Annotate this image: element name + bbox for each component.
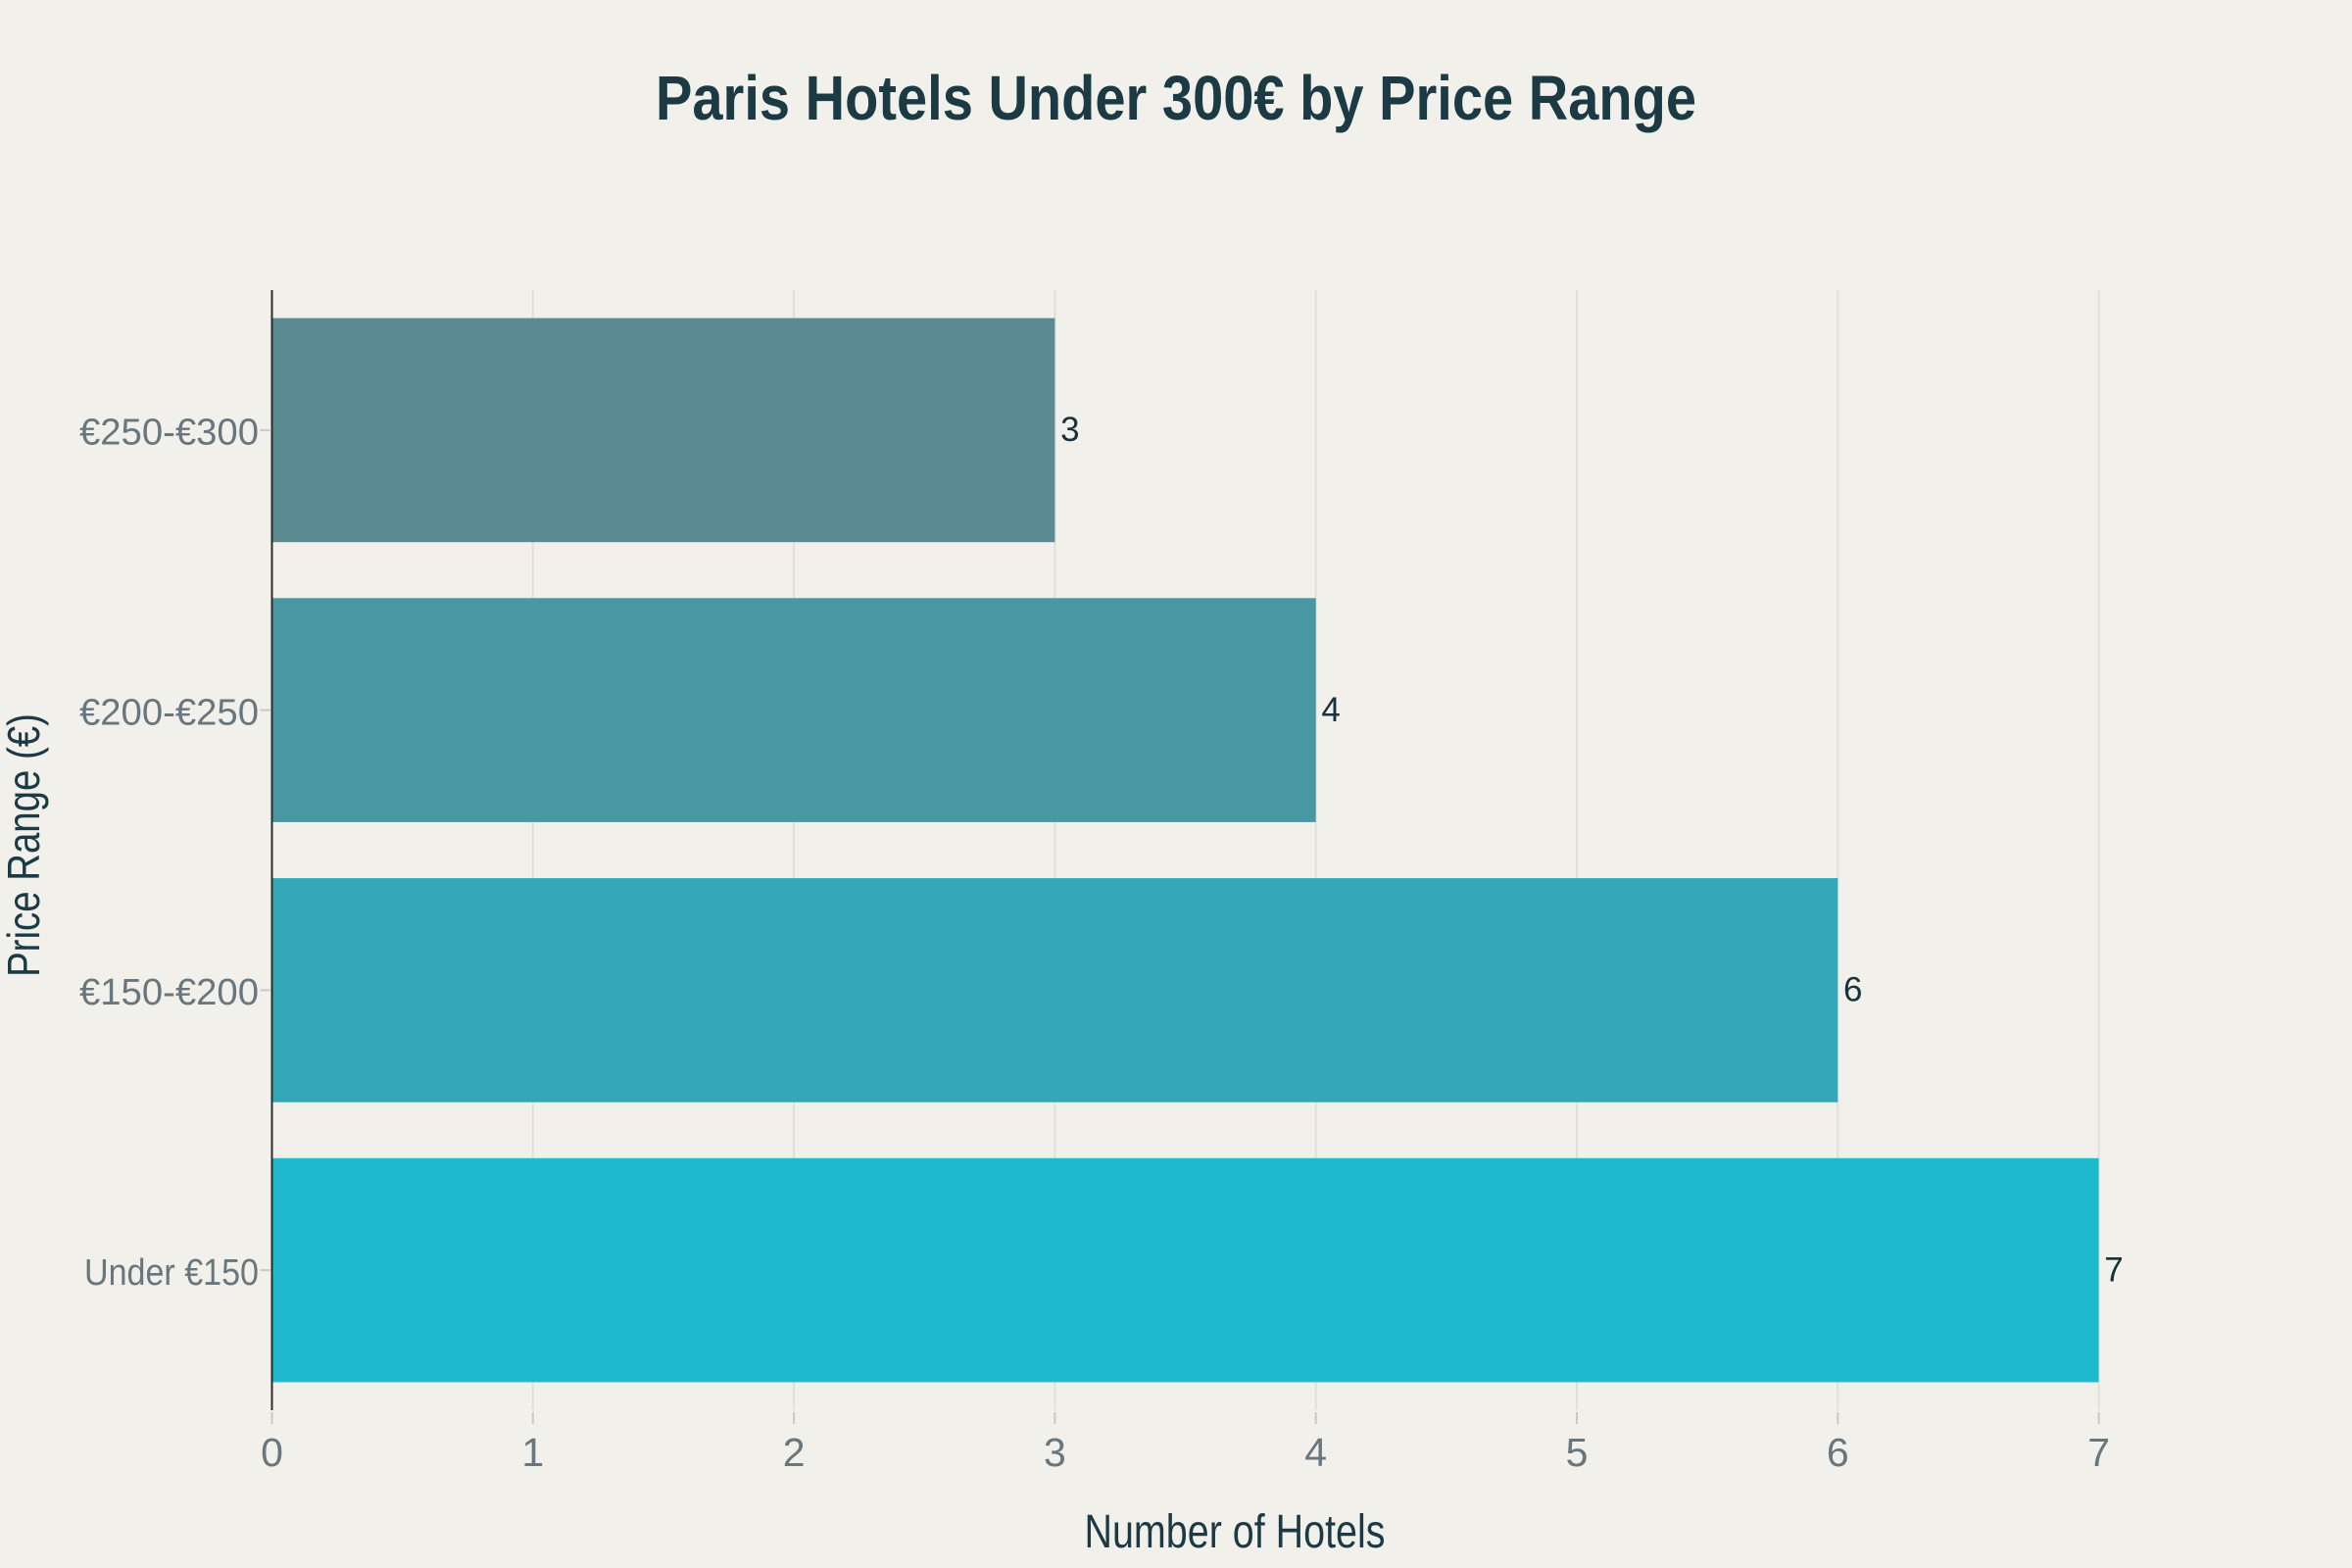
svg-text:Price Range (€): Price Range (€) bbox=[0, 713, 49, 977]
svg-text:Under €150: Under €150 bbox=[84, 1252, 259, 1294]
svg-text:1: 1 bbox=[521, 1430, 544, 1475]
svg-text:Number of Hotels: Number of Hotels bbox=[1085, 1506, 1386, 1558]
svg-text:4: 4 bbox=[1304, 1430, 1327, 1475]
svg-text:6: 6 bbox=[1843, 971, 1862, 1009]
svg-text:2: 2 bbox=[783, 1430, 806, 1475]
svg-text:6: 6 bbox=[1827, 1430, 1849, 1475]
svg-text:5: 5 bbox=[1566, 1430, 1589, 1475]
svg-text:3: 3 bbox=[1060, 411, 1079, 449]
svg-text:€150-€200: €150-€200 bbox=[79, 972, 259, 1013]
svg-text:7: 7 bbox=[2104, 1250, 2123, 1289]
svg-text:€200-€250: €200-€250 bbox=[79, 692, 259, 733]
svg-text:€250-€300: €250-€300 bbox=[79, 413, 259, 454]
svg-text:0: 0 bbox=[261, 1430, 283, 1475]
svg-text:3: 3 bbox=[1044, 1430, 1066, 1475]
svg-text:7: 7 bbox=[2087, 1430, 2110, 1475]
svg-text:4: 4 bbox=[1321, 691, 1340, 729]
svg-text:Paris Hotels Under 300€ by Pri: Paris Hotels Under 300€ by Price Range bbox=[656, 63, 1696, 133]
